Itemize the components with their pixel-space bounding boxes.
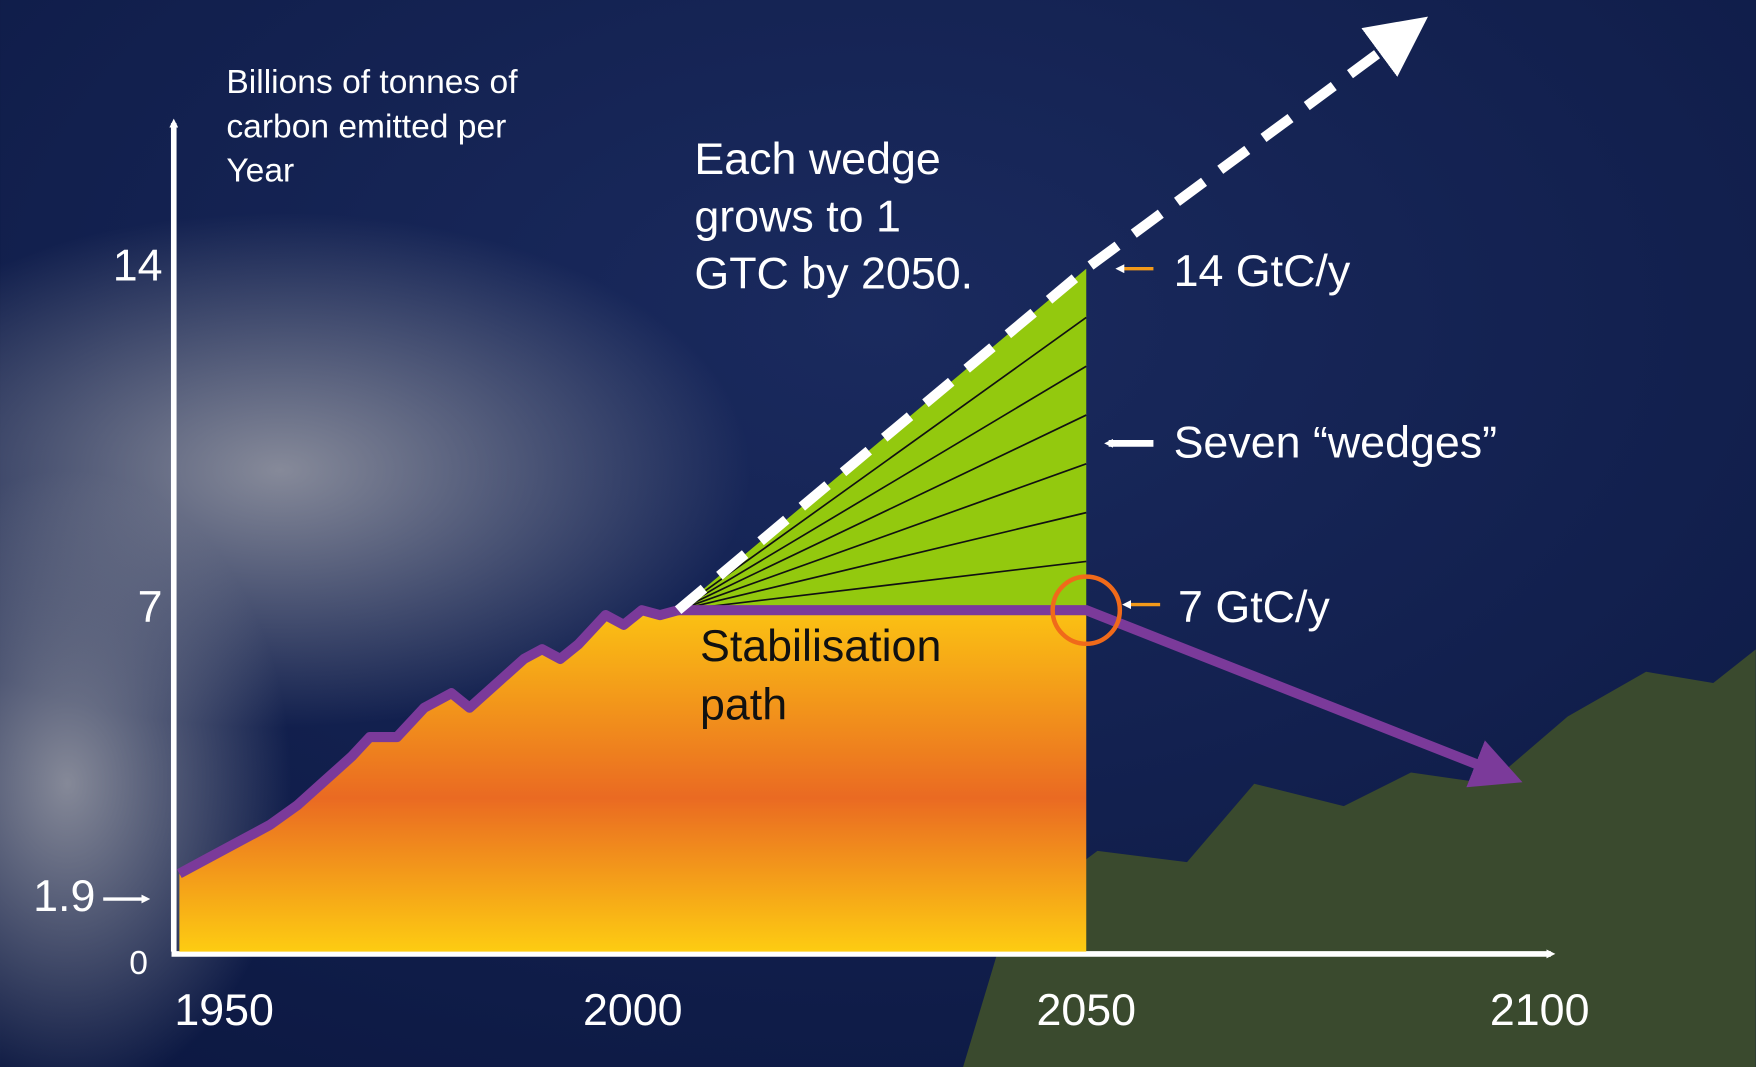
wedge-divider bbox=[677, 463, 1087, 611]
wedge-divider bbox=[678, 560, 1087, 612]
annotation: Seven “wedges” bbox=[1174, 417, 1497, 467]
wedge-divider bbox=[677, 365, 1087, 611]
y-axis-label: carbon emitted per bbox=[226, 109, 506, 146]
x-tick-label: 1950 bbox=[174, 985, 274, 1035]
trees bbox=[963, 649, 1756, 1067]
x-tick-label: 2100 bbox=[1490, 985, 1590, 1035]
y-axis-label: Year bbox=[226, 152, 294, 189]
annotation: GTC by 2050. bbox=[694, 248, 973, 298]
historical-line bbox=[176, 605, 680, 879]
y-tick-label: 7 bbox=[138, 582, 163, 632]
y-tick-label: 1.9 bbox=[33, 871, 95, 921]
annotation: path bbox=[700, 679, 787, 729]
annotation: grows to 1 bbox=[694, 191, 901, 241]
highlight-circle bbox=[1050, 574, 1123, 647]
wedge-divider bbox=[677, 414, 1087, 611]
annotation: 14 GtC/y bbox=[1174, 246, 1351, 296]
annotation: Each wedge bbox=[694, 134, 940, 184]
stabilisation-line bbox=[678, 605, 1523, 788]
y-tick-label: 0 bbox=[129, 945, 148, 982]
wedge-divider bbox=[677, 316, 1087, 611]
x-tick-label: 2000 bbox=[583, 985, 683, 1035]
area-fill bbox=[179, 610, 1087, 952]
bau-line bbox=[674, 16, 1428, 615]
annotation: Stabilisation bbox=[700, 621, 941, 671]
y-tick-label: 14 bbox=[113, 241, 163, 291]
annotation: 7 GtC/y bbox=[1178, 582, 1330, 632]
x-tick-label: 2050 bbox=[1036, 985, 1136, 1035]
wedge-divider bbox=[677, 511, 1087, 612]
y-axis-label: Billions of tonnes of bbox=[226, 64, 518, 101]
